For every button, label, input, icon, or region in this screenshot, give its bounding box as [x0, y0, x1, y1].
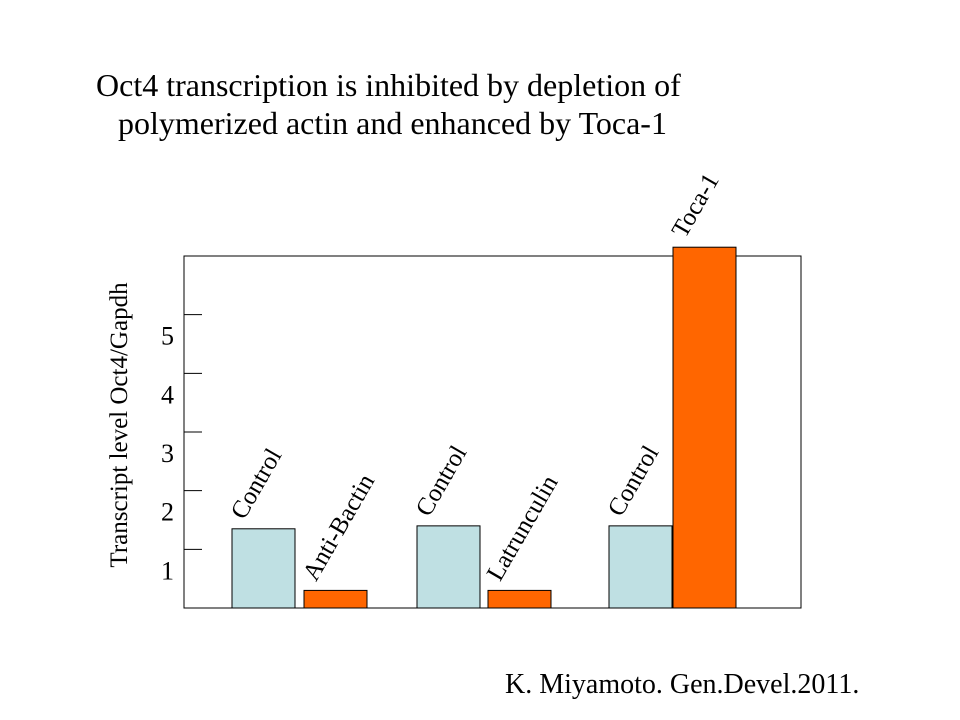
y-tick-label: 5: [161, 322, 174, 351]
y-tick-label: 2: [161, 498, 174, 527]
bar-toca-1: [672, 246, 737, 609]
bar-label: Toca-1: [667, 169, 725, 242]
bar-anti-bactin: [303, 589, 368, 609]
y-tick-label: 1: [161, 556, 174, 585]
y-tick-label: 3: [161, 439, 174, 468]
bar-control: [608, 525, 673, 609]
bar-label: Control: [603, 441, 665, 521]
y-tick-label: 4: [161, 380, 174, 409]
bar-control: [416, 525, 481, 609]
slide-title-line-2: polymerized actin and enhanced by Toca-1: [118, 105, 667, 141]
y-axis-label: Transcript level Oct4/Gapdh: [106, 282, 133, 568]
bar-label: Control: [226, 444, 288, 524]
bar-latrunculin: [487, 589, 552, 609]
citation: K. Miyamoto. Gen.Devel.2011.: [505, 669, 860, 700]
slide-title-line-1: Oct4 transcription is inhibited by deple…: [96, 67, 681, 103]
slide-title: Oct4 transcription is inhibited by deple…: [96, 66, 856, 142]
bar-label: Control: [411, 441, 473, 521]
bar-control: [231, 528, 296, 609]
bar-label: Latrunculin: [482, 470, 564, 585]
bar-label: Anti-Bactin: [298, 469, 381, 585]
